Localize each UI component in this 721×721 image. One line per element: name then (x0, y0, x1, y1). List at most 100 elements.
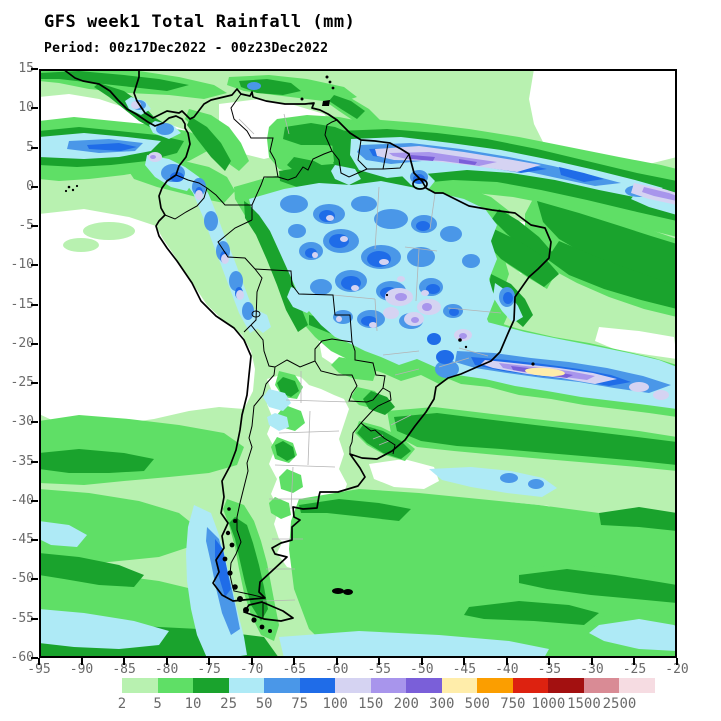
lat-tick-label: -15 (10, 296, 34, 312)
country-borders (165, 94, 409, 618)
colorbar-level-label: 500 (464, 696, 490, 712)
lon-tick-label: -35 (537, 662, 562, 677)
period-label: Period: 00z17Dec2022 - 00z23Dec2022 (44, 41, 329, 56)
lat-tick-label: -35 (10, 453, 34, 469)
state-borders (239, 114, 501, 601)
plot-frame (40, 70, 676, 657)
lon-tick-label: -75 (197, 662, 221, 677)
lat-tick-mark (31, 617, 38, 620)
lat-tick-label: -55 (10, 610, 34, 626)
colorbar-segment (228, 678, 265, 693)
colorbar-level-label: 5 (153, 696, 162, 712)
lon-tick-label: -20 (665, 662, 689, 677)
lat-tick-label: 10 (18, 100, 34, 116)
lat-tick-mark (31, 303, 38, 306)
lon-tick-label: -70 (239, 662, 264, 677)
colorbar-segment (477, 678, 513, 693)
lon-tick-label: -30 (580, 662, 604, 677)
lon-tick-label: -55 (367, 662, 391, 677)
lon-tick-mark (80, 658, 83, 665)
colorbar-level-label: 50 (255, 696, 273, 712)
lat-tick-label: -50 (10, 571, 34, 587)
island-dots (64, 75, 535, 633)
lon-tick-label: -25 (622, 662, 647, 677)
lat-tick-label: -45 (10, 532, 34, 548)
lat-tick-mark (31, 107, 38, 110)
lon-tick-mark (293, 658, 296, 665)
lon-tick-mark (335, 658, 338, 665)
lat-tick-mark (31, 185, 38, 188)
colorbar-segment (264, 678, 300, 693)
lat-tick-label: -25 (10, 375, 34, 391)
lon-tick-label: -60 (324, 662, 349, 677)
colorbar-segment (406, 678, 442, 693)
lat-tick-mark (31, 539, 38, 542)
colorbar-level-label: 100 (322, 696, 348, 712)
lon-tick-label: -80 (154, 662, 179, 677)
lat-tick-label: -30 (10, 414, 34, 430)
colorbar-level-label: 2500 (602, 696, 637, 712)
lat-tick-mark (31, 499, 38, 502)
map-plot-area (39, 69, 677, 658)
lon-tick-mark (548, 658, 551, 665)
lat-tick-mark (31, 264, 38, 267)
colorbar-level-label: 2 (117, 696, 127, 712)
colorbar-segment (157, 678, 194, 693)
lat-tick-mark (31, 68, 38, 70)
colorbar-segment (512, 678, 549, 693)
lat-tick-label: 0 (0, 179, 34, 194)
coastline (63, 69, 551, 621)
lon-tick-label: -90 (69, 662, 94, 677)
page-title: GFS week1 Total Rainfall (mm) (44, 12, 356, 32)
colorbar-level-label: 200 (393, 696, 419, 712)
lon-tick-label: -85 (112, 662, 136, 677)
colorbar-level-label: 25 (220, 696, 238, 712)
lon-tick-label: -65 (282, 662, 306, 677)
colorbar-segment (335, 678, 371, 693)
colorbar-segment (441, 678, 478, 693)
lat-tick-mark (31, 578, 38, 581)
lon-tick-mark (208, 658, 211, 665)
colorbar-level-label: 75 (291, 696, 309, 712)
colorbar (122, 678, 655, 693)
lat-tick-mark (31, 382, 38, 385)
lon-tick-mark (463, 658, 466, 665)
lat-tick-label: -10 (10, 257, 34, 273)
lon-tick-mark (420, 658, 423, 665)
lon-tick-mark (378, 658, 381, 665)
rain-layer-300 (525, 367, 565, 377)
lat-tick-label: -40 (10, 492, 34, 508)
lon-tick-mark (38, 658, 40, 665)
colorbar-segment (122, 678, 158, 693)
colorbar-segment (299, 678, 336, 693)
colorbar-segment (583, 678, 620, 693)
lon-tick-label: -40 (495, 662, 519, 677)
colorbar-level-label: 1000 (531, 696, 566, 712)
colorbar-level-label: 1500 (567, 696, 601, 712)
map-svg (39, 69, 677, 658)
lon-tick-mark (505, 658, 508, 665)
lat-tick-label: 15 (18, 61, 34, 76)
colorbar-segment (370, 678, 407, 693)
colorbar-segment (548, 678, 584, 693)
colorbar-level-label: 150 (358, 696, 384, 712)
lon-tick-label: -45 (452, 662, 477, 677)
lat-tick-label: -20 (10, 335, 34, 351)
lat-tick-mark (31, 225, 38, 228)
lon-tick-mark (123, 658, 126, 665)
lon-tick-label: -50 (410, 662, 434, 677)
lon-tick-mark (590, 658, 593, 665)
lon-tick-mark (633, 658, 636, 665)
lon-tick-label: -95 (27, 662, 51, 677)
lat-tick-label: 5 (0, 140, 34, 155)
lat-tick-label: -60 (10, 650, 34, 665)
colorbar-level-label: 750 (500, 696, 526, 712)
colorbar-level-label: 10 (184, 696, 202, 712)
colorbar-segment (193, 678, 229, 693)
lon-tick-mark (250, 658, 253, 665)
colorbar-segment (619, 678, 655, 693)
lat-tick-mark (31, 460, 38, 463)
lon-tick-mark (165, 658, 168, 665)
lat-tick-label: -5 (18, 218, 34, 234)
